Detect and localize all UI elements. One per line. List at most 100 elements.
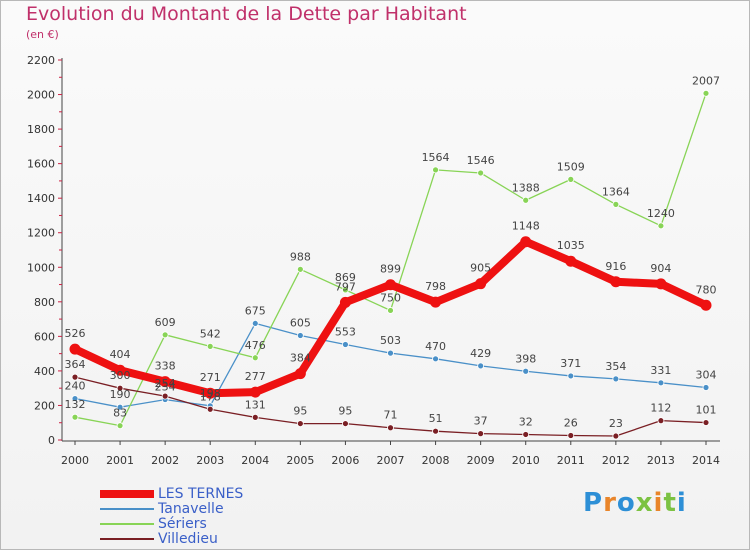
data-point (565, 255, 577, 267)
y-tick-label: 2000 (27, 89, 55, 102)
data-point (702, 419, 710, 426)
data-point (567, 175, 575, 183)
data-point (251, 320, 259, 327)
data-point (71, 413, 79, 421)
legend-item: Sériers (100, 515, 207, 532)
data-point (522, 367, 530, 375)
data-point (702, 89, 710, 97)
data-point (700, 299, 712, 311)
x-tick-label: 2001 (106, 454, 134, 467)
data-label: 797 (335, 280, 356, 293)
data-point (71, 395, 79, 402)
data-label: 37 (474, 415, 488, 428)
data-label: 1564 (422, 151, 450, 164)
data-label: 1148 (512, 220, 540, 233)
data-point (657, 222, 665, 230)
data-point (296, 420, 304, 427)
y-tick-label: 2200 (27, 54, 55, 67)
data-point (475, 278, 487, 290)
data-point (69, 343, 81, 355)
legend-label: LES TERNES (158, 485, 244, 502)
y-tick-label: 1600 (27, 158, 55, 171)
data-label: 404 (110, 348, 131, 361)
proxiti-logo: Proxiti (583, 488, 687, 518)
data-label: 526 (65, 327, 86, 340)
y-tick-label: 200 (34, 399, 55, 412)
data-point (159, 376, 171, 388)
data-label: 798 (425, 280, 446, 293)
data-point (204, 387, 216, 399)
data-label: 429 (470, 347, 491, 360)
x-tick-label: 2011 (557, 454, 585, 467)
data-label: 277 (245, 370, 266, 383)
legend-label: Villedieu (158, 530, 218, 547)
data-label: 398 (515, 352, 536, 365)
legend-swatch (100, 522, 154, 525)
data-label: 271 (200, 371, 221, 384)
data-label: 23 (609, 417, 623, 430)
x-tick-label: 2012 (602, 454, 630, 467)
legend-swatch (100, 537, 154, 540)
data-label: 916 (605, 260, 626, 273)
legend-item: Villedieu (100, 530, 218, 547)
data-point (116, 384, 124, 392)
legend-swatch (100, 489, 154, 498)
data-label: 95 (338, 405, 352, 418)
data-point (161, 392, 169, 400)
data-point (657, 417, 665, 425)
data-point (249, 386, 261, 398)
data-point (387, 307, 394, 314)
data-label: 542 (200, 327, 221, 340)
data-point (432, 355, 439, 363)
legend-label: Sériers (158, 515, 207, 532)
data-point (477, 362, 485, 370)
data-point (206, 342, 214, 350)
x-tick-label: 2005 (286, 454, 314, 467)
data-point (657, 379, 665, 387)
data-point (432, 427, 439, 435)
data-label: 869 (335, 271, 356, 284)
x-tick-label: 2004 (241, 454, 269, 467)
data-label: 1546 (467, 154, 495, 167)
x-tick-label: 2006 (331, 454, 359, 467)
data-label: 354 (605, 360, 626, 373)
data-point (342, 341, 349, 348)
y-tick-label: 1400 (27, 192, 55, 205)
data-label: 1240 (647, 207, 675, 220)
x-tick-label: 2003 (196, 454, 224, 467)
x-tick-label: 2009 (467, 454, 495, 467)
data-label: 178 (200, 390, 221, 403)
data-point (294, 368, 306, 380)
data-label: 234 (155, 381, 176, 394)
data-point (477, 430, 485, 438)
data-label: 26 (564, 417, 578, 430)
data-label: 988 (290, 250, 311, 263)
y-tick-label: 1000 (27, 261, 55, 274)
data-point (522, 196, 530, 204)
y-tick-label: 400 (34, 365, 55, 378)
data-point (385, 279, 396, 291)
y-tick-label: 1200 (27, 227, 55, 240)
data-point (387, 349, 394, 357)
y-tick-label: 600 (34, 330, 55, 343)
data-point (522, 431, 530, 438)
data-label: 198 (200, 387, 221, 400)
data-label: 254 (155, 377, 176, 390)
data-point (655, 278, 667, 290)
data-label: 1364 (602, 185, 630, 198)
chart-subtitle: (en €) (26, 28, 59, 41)
data-point (387, 424, 394, 432)
x-tick-label: 2010 (512, 454, 540, 467)
data-point (610, 276, 622, 288)
data-label: 1035 (557, 239, 585, 252)
data-label: 384 (290, 352, 311, 365)
data-point (520, 236, 532, 248)
data-label: 190 (110, 388, 131, 401)
x-tick-label: 2014 (692, 454, 720, 467)
data-label: 609 (155, 316, 176, 329)
x-tick-label: 2013 (647, 454, 675, 467)
data-label: 2007 (692, 74, 720, 87)
data-point (567, 372, 575, 380)
